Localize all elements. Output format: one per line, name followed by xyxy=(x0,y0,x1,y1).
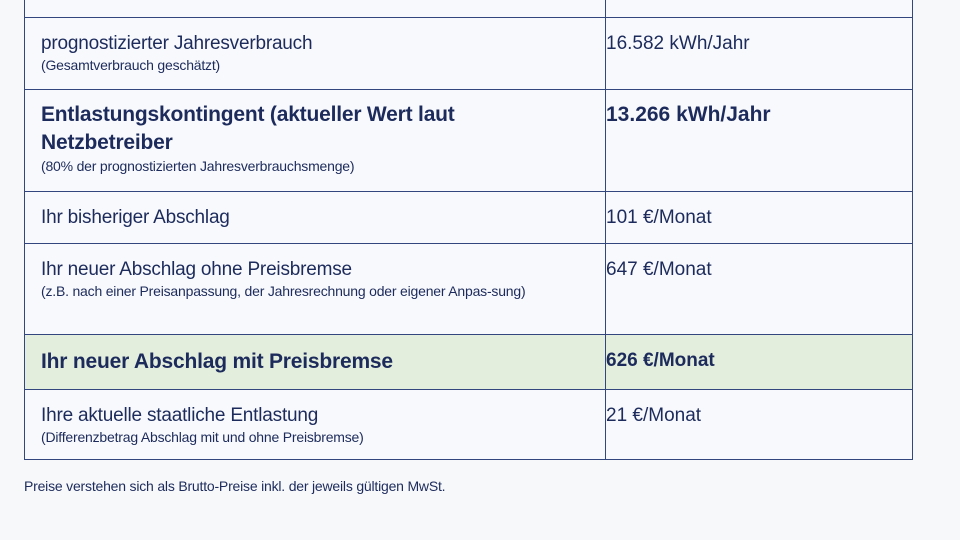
table-row-relief-quota: Entlastungskontingent (aktueller Wert la… xyxy=(25,89,912,191)
price-table: prognostizierter Jahresverbrauch (Gesamtv… xyxy=(24,0,913,460)
row-label: Entlastungskontingent (aktueller Wert la… xyxy=(41,103,455,154)
row-note: (Gesamtverbrauch geschätzt) xyxy=(41,57,221,73)
row-value: 13.266 kWh/Jahr xyxy=(606,103,771,126)
row-note: (80% der prognostizierten Jahresverbrauc… xyxy=(41,158,355,174)
row-label: Ihr bisheriger Abschlag xyxy=(41,207,230,228)
table-row-state-relief: Ihre aktuelle staatliche Entlastung (Diff… xyxy=(25,389,912,460)
row-label: Ihr neuer Abschlag mit Preisbremse xyxy=(41,350,393,373)
row-value: 21 €/Monat xyxy=(606,405,702,426)
table-row-previous-installment: Ihr bisheriger Abschlag 101 €/Monat xyxy=(25,191,912,243)
price-footnote: Preise verstehen sich als Brutto-Preise … xyxy=(24,478,446,494)
row-value: 647 €/Monat xyxy=(606,259,712,280)
table-row-new-with-brake: Ihr neuer Abschlag mit Preisbremse 626 €… xyxy=(25,334,912,389)
row-value: 101 €/Monat xyxy=(606,207,712,228)
row-label: prognostizierter Jahresverbrauch xyxy=(41,33,313,54)
row-note: (z.B. nach einer Preisanpassung, der Jah… xyxy=(41,283,526,299)
row-label: Ihre aktuelle staatliche Entlastung xyxy=(41,405,319,426)
table-row-forecast: prognostizierter Jahresverbrauch (Gesamtv… xyxy=(25,17,912,89)
table-row-new-without-brake: Ihr neuer Abschlag ohne Preisbremse (z.B.… xyxy=(25,243,912,334)
row-note: (Differenzbetrag Abschlag mit und ohne P… xyxy=(41,429,364,445)
table-row-top-partial xyxy=(25,0,912,18)
row-value: 16.582 kWh/Jahr xyxy=(606,33,750,54)
row-value: 626 €/Monat xyxy=(606,350,715,371)
row-label: Ihr neuer Abschlag ohne Preisbremse xyxy=(41,259,352,280)
